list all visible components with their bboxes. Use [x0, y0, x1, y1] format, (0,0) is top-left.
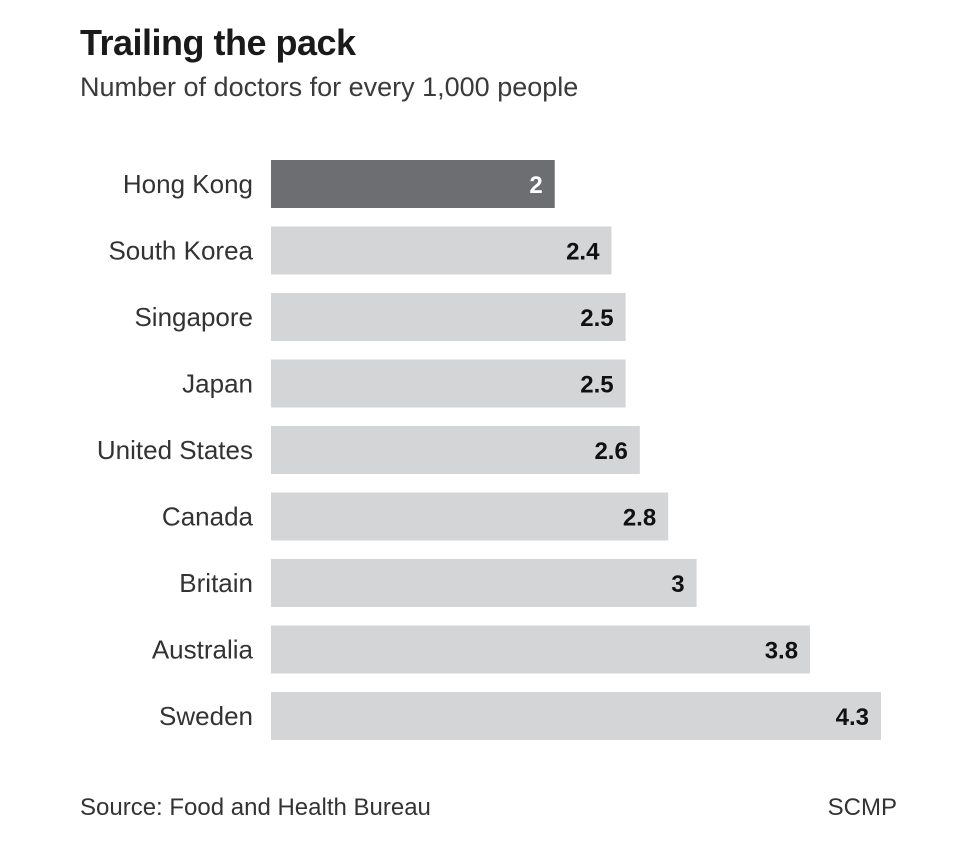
bar-singapore [271, 293, 626, 341]
bar-united-states [271, 426, 640, 474]
value-label-united-states: 2.6 [594, 438, 627, 465]
value-label-sweden: 4.3 [836, 704, 869, 731]
bar-sweden [271, 692, 881, 740]
category-label-britain: Britain [179, 568, 253, 598]
credit-label: SCMP [827, 794, 897, 821]
source-note: Source: Food and Health Bureau [80, 794, 431, 821]
chart-title: Trailing the pack [80, 22, 356, 63]
category-label-united-states: United States [97, 435, 253, 465]
value-label-south-korea: 2.4 [566, 239, 600, 266]
value-label-japan: 2.5 [580, 372, 613, 399]
value-label-canada: 2.8 [623, 505, 656, 532]
category-label-south-korea: South Korea [108, 236, 253, 266]
category-label-australia: Australia [152, 635, 254, 665]
value-label-hong-kong: 2 [529, 172, 542, 199]
category-label-sweden: Sweden [159, 701, 253, 731]
bar-canada [271, 492, 669, 541]
category-label-japan: Japan [182, 369, 253, 399]
value-label-singapore: 2.5 [580, 305, 613, 332]
bar-japan [271, 359, 626, 408]
bar-hong-kong [271, 160, 555, 208]
value-label-britain: 3 [671, 571, 684, 598]
value-label-australia: 3.8 [765, 638, 798, 665]
bar-australia [271, 625, 811, 674]
chart-subtitle: Number of doctors for every 1,000 people [80, 72, 579, 102]
category-label-singapore: Singapore [134, 302, 253, 332]
category-label-canada: Canada [162, 502, 254, 532]
bar-britain [271, 559, 697, 607]
category-label-hong-kong: Hong Kong [123, 169, 253, 199]
bar-south-korea [271, 226, 612, 275]
